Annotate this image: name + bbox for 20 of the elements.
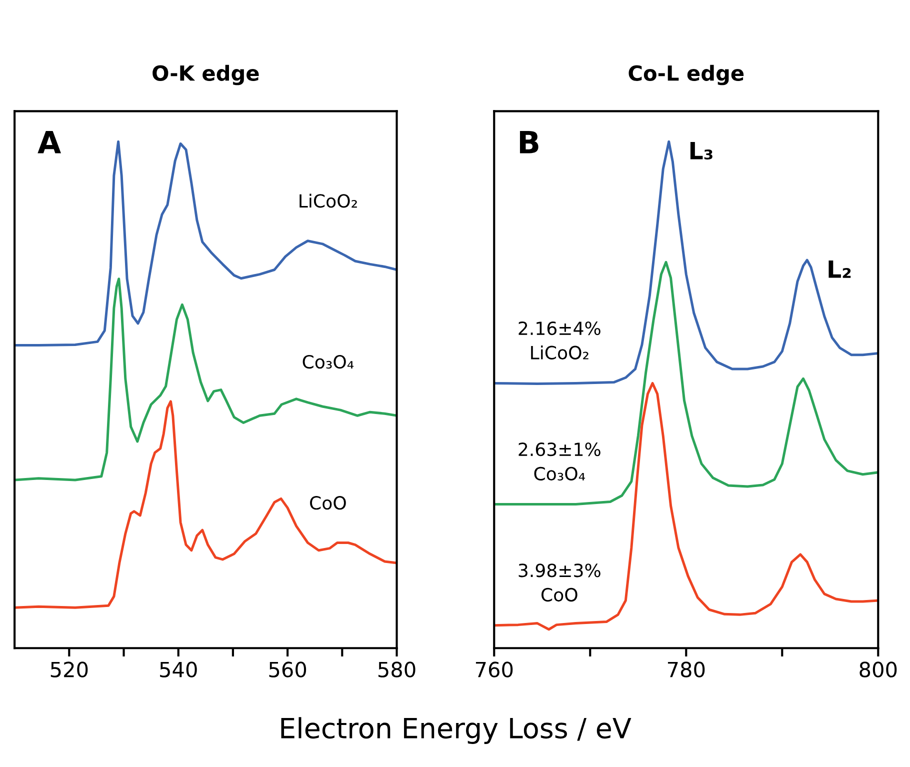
annotation: L₂ — [828, 260, 851, 278]
x-tick-label: 580 — [378, 662, 416, 678]
x-tick-label: 800 — [860, 662, 897, 678]
x-axis-title: Electron Energy Loss / eV — [281, 717, 632, 744]
x-tick-label: 780 — [668, 662, 705, 678]
x-tick-label: 560 — [269, 662, 306, 678]
series-label: 2.16±4% LiCoO₂ — [518, 321, 600, 360]
annotation: L₃ — [690, 142, 712, 160]
x-tick-label: 540 — [160, 662, 197, 678]
annotation: A — [38, 130, 61, 154]
series-label: 2.63±1% Co₃O₄ — [518, 442, 600, 481]
chart-title: Co-L edge — [628, 64, 744, 86]
series-label: Co₃O₄ — [302, 354, 354, 369]
series-label: CoO — [310, 496, 346, 510]
annotation: B — [520, 130, 538, 154]
series-label: 3.98±3% CoO — [518, 564, 600, 602]
chart-title: O-K edge — [152, 64, 259, 86]
series-label: LiCoO₂ — [300, 194, 357, 208]
x-tick-label: 520 — [50, 662, 88, 678]
x-tick-label: 760 — [476, 662, 513, 678]
